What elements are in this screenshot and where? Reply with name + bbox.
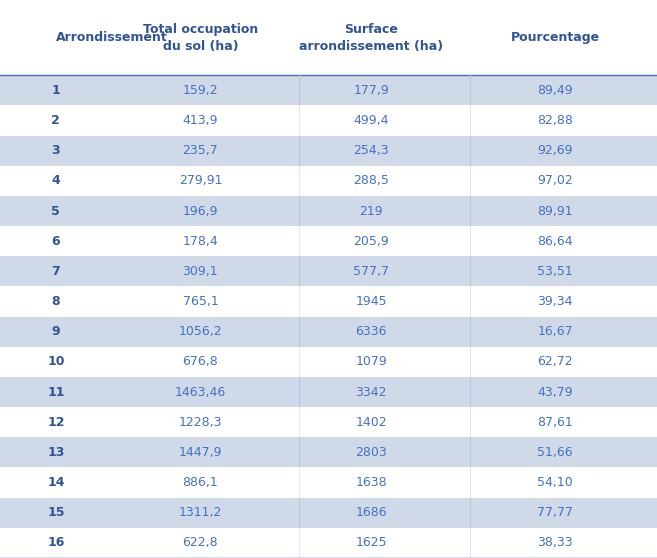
Text: 1638: 1638 [355,476,387,489]
Text: 43,79: 43,79 [537,386,573,398]
Text: 4: 4 [51,175,60,187]
Text: 62,72: 62,72 [537,355,573,368]
Text: 3342: 3342 [355,386,387,398]
Text: 159,2: 159,2 [183,84,218,97]
Text: 413,9: 413,9 [183,114,218,127]
Text: 676,8: 676,8 [183,355,218,368]
Text: 886,1: 886,1 [183,476,218,489]
Text: 309,1: 309,1 [183,265,218,278]
Text: 279,91: 279,91 [179,175,222,187]
FancyBboxPatch shape [0,136,657,166]
Text: 11: 11 [47,386,64,398]
Text: 1402: 1402 [355,416,387,429]
FancyBboxPatch shape [0,226,657,256]
Text: 8: 8 [51,295,60,308]
Text: 92,69: 92,69 [537,145,573,157]
Text: 39,34: 39,34 [537,295,573,308]
Text: 1228,3: 1228,3 [179,416,222,429]
Text: 178,4: 178,4 [183,235,218,248]
Text: 77,77: 77,77 [537,506,573,519]
Text: 622,8: 622,8 [183,536,218,550]
Text: 196,9: 196,9 [183,205,218,218]
FancyBboxPatch shape [0,105,657,136]
Text: Arrondissement: Arrondissement [56,31,168,44]
FancyBboxPatch shape [0,468,657,498]
Text: 2: 2 [51,114,60,127]
Text: 97,02: 97,02 [537,175,573,187]
Text: 12: 12 [47,416,64,429]
Text: 9: 9 [51,325,60,338]
FancyBboxPatch shape [0,196,657,226]
Text: 1945: 1945 [355,295,387,308]
FancyBboxPatch shape [0,317,657,347]
Text: 288,5: 288,5 [353,175,389,187]
Text: 86,64: 86,64 [537,235,573,248]
Text: 219: 219 [359,205,383,218]
Text: 1311,2: 1311,2 [179,506,222,519]
Text: 87,61: 87,61 [537,416,573,429]
FancyBboxPatch shape [0,256,657,286]
FancyBboxPatch shape [0,75,657,105]
FancyBboxPatch shape [0,347,657,377]
Text: 14: 14 [47,476,64,489]
Text: 765,1: 765,1 [183,295,218,308]
Text: Surface
arrondissement (ha): Surface arrondissement (ha) [299,23,443,52]
Text: 82,88: 82,88 [537,114,573,127]
Text: 2803: 2803 [355,446,387,459]
Text: 6336: 6336 [355,325,387,338]
Text: 1447,9: 1447,9 [179,446,222,459]
FancyBboxPatch shape [0,498,657,528]
FancyBboxPatch shape [0,377,657,407]
Text: 89,49: 89,49 [537,84,573,97]
Text: Total occupation
du sol (ha): Total occupation du sol (ha) [143,23,258,52]
Text: 54,10: 54,10 [537,476,573,489]
Text: 1056,2: 1056,2 [179,325,222,338]
Text: 38,33: 38,33 [537,536,573,550]
Text: 177,9: 177,9 [353,84,389,97]
Text: 13: 13 [47,446,64,459]
Text: Pourcentage: Pourcentage [510,31,600,44]
Text: 1: 1 [51,84,60,97]
Text: 10: 10 [47,355,64,368]
Text: 89,91: 89,91 [537,205,573,218]
Text: 5: 5 [51,205,60,218]
FancyBboxPatch shape [0,407,657,437]
Text: 1463,46: 1463,46 [175,386,226,398]
Text: 7: 7 [51,265,60,278]
Text: 205,9: 205,9 [353,235,389,248]
Text: 3: 3 [51,145,60,157]
Text: 6: 6 [51,235,60,248]
Text: 16: 16 [47,536,64,550]
Text: 53,51: 53,51 [537,265,573,278]
Text: 1625: 1625 [355,536,387,550]
FancyBboxPatch shape [0,437,657,468]
FancyBboxPatch shape [0,0,657,75]
Text: 577,7: 577,7 [353,265,389,278]
Text: 254,3: 254,3 [353,145,389,157]
Text: 51,66: 51,66 [537,446,573,459]
Text: 16,67: 16,67 [537,325,573,338]
Text: 1686: 1686 [355,506,387,519]
Text: 1079: 1079 [355,355,387,368]
FancyBboxPatch shape [0,286,657,317]
FancyBboxPatch shape [0,528,657,558]
Text: 499,4: 499,4 [353,114,389,127]
Text: 235,7: 235,7 [183,145,218,157]
Text: 15: 15 [47,506,64,519]
FancyBboxPatch shape [0,166,657,196]
